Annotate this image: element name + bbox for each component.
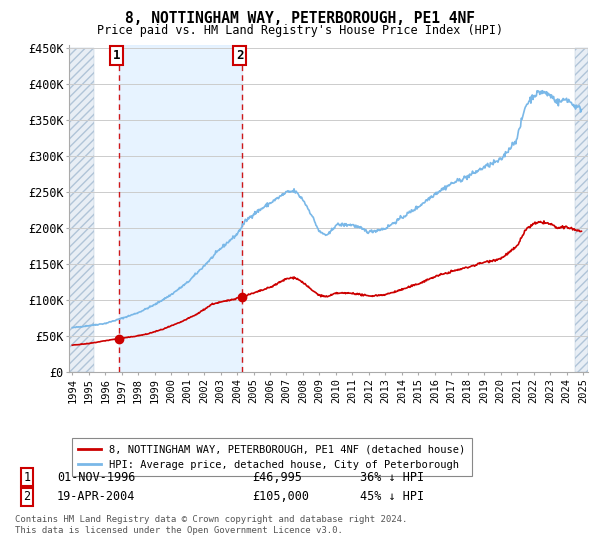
Text: 19-APR-2004: 19-APR-2004 bbox=[57, 490, 136, 503]
Text: 8, NOTTINGHAM WAY, PETERBOROUGH, PE1 4NF: 8, NOTTINGHAM WAY, PETERBOROUGH, PE1 4NF bbox=[125, 11, 475, 26]
Polygon shape bbox=[69, 48, 94, 372]
Text: 36% ↓ HPI: 36% ↓ HPI bbox=[360, 470, 424, 484]
Legend: 8, NOTTINGHAM WAY, PETERBOROUGH, PE1 4NF (detached house), HPI: Average price, d: 8, NOTTINGHAM WAY, PETERBOROUGH, PE1 4NF… bbox=[71, 438, 472, 476]
Text: 45% ↓ HPI: 45% ↓ HPI bbox=[360, 490, 424, 503]
Text: Price paid vs. HM Land Registry's House Price Index (HPI): Price paid vs. HM Land Registry's House … bbox=[97, 24, 503, 36]
Text: 1: 1 bbox=[23, 470, 31, 484]
Text: Contains HM Land Registry data © Crown copyright and database right 2024.: Contains HM Land Registry data © Crown c… bbox=[15, 515, 407, 524]
Text: 2: 2 bbox=[23, 490, 31, 503]
Text: This data is licensed under the Open Government Licence v3.0.: This data is licensed under the Open Gov… bbox=[15, 526, 343, 535]
Text: £105,000: £105,000 bbox=[252, 490, 309, 503]
Bar bbox=[119, 45, 242, 372]
Text: 01-NOV-1996: 01-NOV-1996 bbox=[57, 470, 136, 484]
Text: 2: 2 bbox=[236, 49, 243, 62]
Text: £46,995: £46,995 bbox=[252, 470, 302, 484]
Polygon shape bbox=[575, 48, 588, 372]
Text: 1: 1 bbox=[113, 49, 120, 62]
